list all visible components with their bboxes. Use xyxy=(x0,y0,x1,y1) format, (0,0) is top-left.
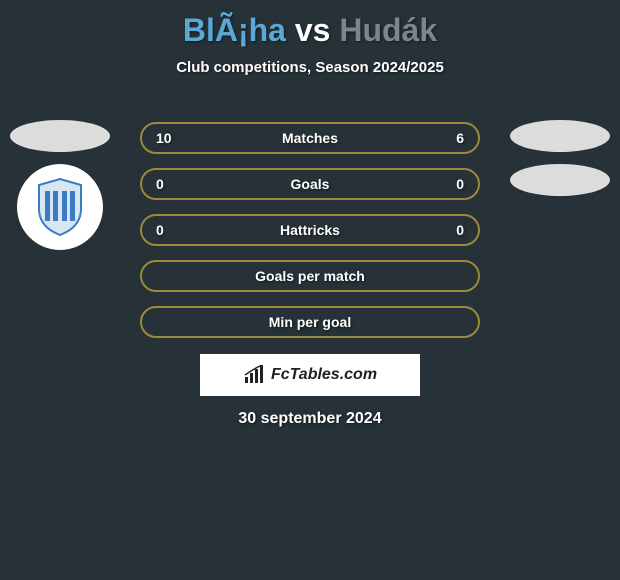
brand-text: FcTables.com xyxy=(271,366,377,384)
stat-label: Matches xyxy=(156,130,464,146)
stat-label: Goals xyxy=(156,176,464,192)
stat-row-min-per-goal: Min per goal xyxy=(140,306,480,338)
right-player-avatar-area xyxy=(510,120,610,196)
date-label: 30 september 2024 xyxy=(0,410,620,428)
stat-label: Min per goal xyxy=(156,314,464,330)
stat-label: Hattricks xyxy=(156,222,464,238)
stats-container: 10 Matches 6 0 Goals 0 0 Hattricks 0 Goa… xyxy=(140,122,480,352)
stat-right-value: 0 xyxy=(456,222,464,238)
player2-name: Hudák xyxy=(339,12,437,48)
brand-box[interactable]: FcTables.com xyxy=(200,354,420,396)
stat-right-value: 6 xyxy=(456,130,464,146)
stat-row-matches: 10 Matches 6 xyxy=(140,122,480,154)
vs-text: vs xyxy=(286,12,339,48)
stat-row-goals: 0 Goals 0 xyxy=(140,168,480,200)
stat-row-goals-per-match: Goals per match xyxy=(140,260,480,292)
stat-label: Goals per match xyxy=(156,268,464,284)
player1-avatar-placeholder xyxy=(10,120,110,152)
player2-club-placeholder xyxy=(510,164,610,196)
stat-left-value: 10 xyxy=(156,130,172,146)
left-player-avatar-area xyxy=(10,120,110,250)
page-title: BlÃ¡ha vs Hudák xyxy=(0,0,620,49)
stat-right-value: 0 xyxy=(456,176,464,192)
stat-row-hattricks: 0 Hattricks 0 xyxy=(140,214,480,246)
stat-left-value: 0 xyxy=(156,222,164,238)
stat-left-value: 0 xyxy=(156,176,164,192)
player1-club-badge xyxy=(17,164,103,250)
subtitle: Club competitions, Season 2024/2025 xyxy=(0,59,620,76)
chart-icon xyxy=(243,365,267,385)
player1-name: BlÃ¡ha xyxy=(183,12,286,48)
shield-icon xyxy=(35,177,85,237)
player2-avatar-placeholder xyxy=(510,120,610,152)
